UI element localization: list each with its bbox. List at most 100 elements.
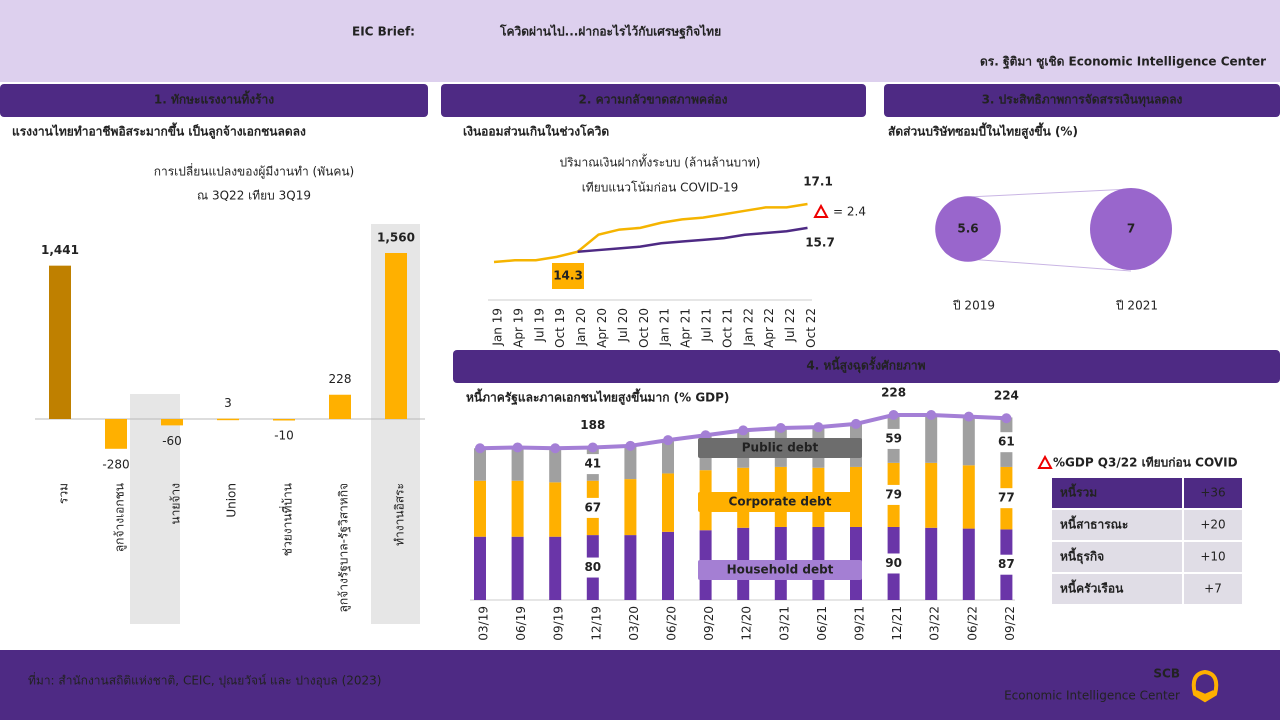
x-tick-label: Oct 22 (804, 308, 818, 348)
data-label: 77 (998, 491, 1015, 505)
x-tick-label: Jan 22 (741, 308, 755, 347)
bar-segment (474, 536, 486, 600)
label-box (581, 497, 604, 518)
highlight (130, 394, 180, 624)
x-tick-label: ช่วยงานที่บ้าน (279, 483, 295, 556)
point (926, 410, 937, 420)
point (851, 418, 861, 429)
x-tick-label: 09/19 (552, 606, 566, 641)
x-tick-label: Oct 20 (637, 308, 651, 348)
x-tick-label: Apr 22 (762, 308, 776, 348)
point (700, 430, 711, 441)
x-tick-label: 06/22 (965, 606, 979, 641)
bar-segment (925, 527, 938, 600)
title-prefix: EIC Brief: (352, 25, 415, 39)
logo-icon (1191, 669, 1219, 703)
bar-segment (662, 473, 674, 532)
bar-segment (962, 416, 975, 466)
x-tick-label: 12/19 (589, 606, 603, 641)
x-tick-label: รวม (57, 483, 71, 504)
bar (105, 419, 127, 449)
x-tick-label: Apr 21 (679, 308, 693, 348)
data-label: 1,560 (377, 231, 415, 245)
bubble (1090, 188, 1172, 270)
table-cell (1184, 542, 1242, 572)
data-label: 61 (998, 435, 1015, 449)
x-tick-label: Jul 22 (783, 308, 797, 343)
section-heading: 3. ประสิทธิภาพการจัดสรรเงินทุนลดลง (982, 93, 1183, 108)
data-label: 14.3 (553, 269, 583, 283)
bar-segment (511, 480, 524, 537)
bar-segment (925, 415, 938, 463)
bar-segment (474, 480, 486, 537)
label-box (882, 484, 905, 505)
x-tick-label: 09/22 (1003, 606, 1017, 641)
section-heading: 1. ทักษะแรงงานทิ้งร้าง (154, 90, 274, 107)
x-tick-label: 06/20 (665, 606, 679, 641)
x-tick-label: 03/22 (928, 606, 942, 641)
point (888, 410, 899, 420)
bar-segment (549, 482, 562, 537)
x-tick-label: Apr 19 (511, 308, 525, 348)
point (663, 435, 673, 446)
x-tick-label: ลูกจ้างเอกชน (113, 483, 128, 552)
x-tick-label: Oct 21 (720, 308, 734, 348)
bar-segment (624, 479, 637, 536)
bar-segment (474, 448, 486, 481)
table-label: หนี้รวม (1060, 483, 1097, 500)
x-tick-label: ปี 2019 (952, 299, 995, 313)
delta-icon (813, 203, 829, 218)
header-band (0, 0, 1280, 82)
table-label: หนี้ครัวเรือน (1060, 579, 1124, 596)
data-label: 79 (885, 487, 902, 501)
table-label: หนี้สาธารณะ (1060, 515, 1128, 532)
table-cell (1184, 574, 1242, 604)
table-cell (1052, 574, 1182, 604)
point (1001, 413, 1012, 424)
x-tick-label: Jul 21 (700, 308, 714, 343)
section-band (453, 350, 1280, 383)
x-tick-label: 12/21 (890, 606, 904, 641)
section-subheading: เงินออมส่วนเกินในช่วงโควิด (463, 124, 609, 139)
bar-segment (624, 445, 637, 480)
label-box (581, 454, 604, 475)
bubble (935, 196, 1001, 262)
section-heading: 4. หนี้สูงฉุดรั้งศักยภาพ (806, 356, 925, 374)
section-band (884, 84, 1280, 117)
connector (967, 188, 1132, 198)
x-tick-label: 06/21 (815, 606, 829, 641)
x-tick-label: Oct 19 (553, 308, 567, 348)
section-heading: 2. ความกลัวขาดสภาพคล่อง (579, 93, 728, 107)
x-tick-label: นายจ้าง (169, 483, 183, 525)
chart-subtitle: เทียบแนวโน้มก่อน COVID-19 (582, 181, 739, 195)
bar-segment (925, 462, 938, 528)
author: ดร. ฐิติมา ชูเชิด Economic Intelligence … (980, 55, 1266, 70)
data-label: -60 (162, 434, 182, 448)
section-subheading: สัดส่วนบริษัทซอมบี้ในไทยสูงขึ้น (%) (888, 122, 1078, 140)
x-tick-label: Jan 21 (658, 308, 672, 347)
x-tick-label: 03/19 (477, 606, 491, 641)
table-value: +10 (1200, 550, 1225, 564)
label-box (552, 263, 584, 289)
brand-unit: Economic Intelligence Center (1004, 689, 1180, 703)
data-label: 1,441 (41, 243, 79, 257)
data-label: 87 (998, 557, 1015, 571)
label-box (995, 488, 1018, 509)
brand: SCB (1153, 667, 1180, 681)
x-tick-label: 06/19 (514, 606, 528, 641)
bar (161, 419, 183, 426)
data-label: 188 (580, 418, 605, 432)
bar-segment (624, 535, 637, 600)
table-value: +36 (1200, 486, 1225, 500)
x-tick-label: 03/21 (777, 606, 791, 641)
data-label: -10 (274, 429, 294, 443)
data-label: 5.6 (957, 222, 978, 236)
x-tick-label: Jul 19 (532, 308, 546, 343)
data-label: 228 (881, 386, 906, 400)
bar-segment (511, 447, 524, 481)
x-tick-label: 09/21 (853, 606, 867, 641)
bar-segment (549, 536, 562, 600)
connector (967, 258, 1132, 272)
bar (273, 419, 295, 421)
